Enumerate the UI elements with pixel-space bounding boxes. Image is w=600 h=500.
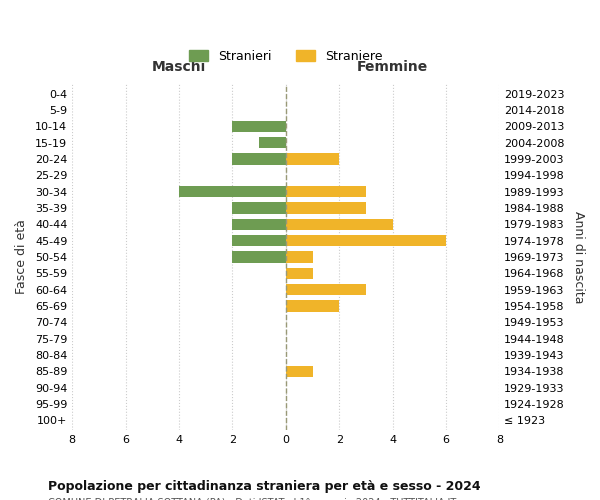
Text: Maschi: Maschi xyxy=(152,60,206,74)
Bar xyxy=(232,218,286,230)
Legend: Stranieri, Straniere: Stranieri, Straniere xyxy=(184,45,388,68)
Bar xyxy=(232,120,286,132)
Bar xyxy=(286,366,313,377)
Text: Popolazione per cittadinanza straniera per età e sesso - 2024: Popolazione per cittadinanza straniera p… xyxy=(48,480,481,493)
Y-axis label: Fasce di età: Fasce di età xyxy=(15,220,28,294)
Bar xyxy=(232,235,286,246)
Text: COMUNE DI PETRALIA SOTTANA (PA) - Dati ISTAT al 1° gennaio 2024 - TUTTITALIA.IT: COMUNE DI PETRALIA SOTTANA (PA) - Dati I… xyxy=(48,498,456,500)
Bar xyxy=(286,252,313,262)
Bar xyxy=(232,202,286,213)
Text: Femmine: Femmine xyxy=(357,60,428,74)
Bar xyxy=(286,153,339,164)
Bar xyxy=(232,252,286,262)
Bar xyxy=(259,137,286,148)
Bar xyxy=(286,268,313,279)
Bar xyxy=(286,235,446,246)
Y-axis label: Anni di nascita: Anni di nascita xyxy=(572,210,585,303)
Bar xyxy=(286,218,392,230)
Bar xyxy=(179,186,286,198)
Bar xyxy=(286,300,339,312)
Bar xyxy=(286,186,366,198)
Bar xyxy=(286,284,366,296)
Bar xyxy=(286,202,366,213)
Bar xyxy=(232,153,286,164)
